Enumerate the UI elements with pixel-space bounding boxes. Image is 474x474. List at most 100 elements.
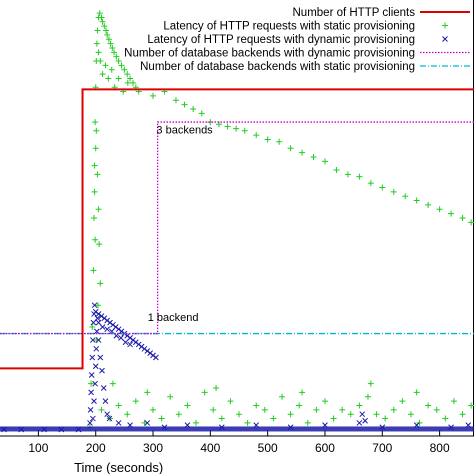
dynamic-latency-point xyxy=(88,389,94,396)
static-latency-point xyxy=(89,324,96,330)
static-latency-point xyxy=(450,398,457,405)
dynamic-latency-baseline-band xyxy=(0,426,474,432)
static-latency-point xyxy=(158,415,165,422)
dynamic-latency-point xyxy=(95,337,102,343)
static-latency-point xyxy=(175,411,182,418)
dynamic-latency-point xyxy=(115,420,122,426)
static-latency-point xyxy=(379,184,386,191)
static-latency-point xyxy=(95,302,102,309)
static-latency-point xyxy=(141,419,148,426)
static-latency-point xyxy=(109,44,116,51)
static-latency-point xyxy=(402,193,409,200)
dynamic-latency-point xyxy=(144,420,151,426)
static-latency-point xyxy=(253,402,260,409)
static-latency-point xyxy=(99,71,106,78)
static-latency-point xyxy=(167,393,174,400)
dynamic-latency-point xyxy=(92,380,98,387)
dynamic-latency-point xyxy=(99,367,105,374)
dynamic-latency-point xyxy=(93,345,100,352)
static-latency-point xyxy=(115,402,122,409)
static-latency-point xyxy=(468,402,474,409)
x-tick-label: 400 xyxy=(200,441,220,455)
static-latency-point xyxy=(201,389,208,396)
static-latency-point xyxy=(448,210,455,217)
dynamic-latency-point xyxy=(122,339,129,346)
static-latency-point xyxy=(92,145,99,152)
dynamic-latency-point xyxy=(90,319,97,326)
static-latency-point xyxy=(96,10,103,17)
static-latency-point xyxy=(236,411,243,418)
static-latency-point xyxy=(413,389,420,396)
static-latency-point xyxy=(413,197,420,204)
dynamic-latency-point xyxy=(89,337,96,343)
dynamic-latency-point xyxy=(89,415,96,422)
static-latency-point xyxy=(124,411,131,418)
x-tick-label: 600 xyxy=(315,441,335,455)
series-layer: 3 backends 1 backend xyxy=(0,10,474,433)
static-latency-point xyxy=(459,215,466,221)
dynamic-latency-point xyxy=(91,398,97,404)
dynamic-latency-point xyxy=(106,415,113,422)
static-latency-point xyxy=(270,415,277,422)
legend-entry-label: Number of HTTP clients xyxy=(293,7,416,19)
dynamic-latency-point xyxy=(104,411,111,418)
static-latency-point xyxy=(390,188,397,195)
static-latency-point xyxy=(193,419,200,426)
dynamic-latency-point xyxy=(94,328,100,335)
dynamic-latency-point xyxy=(89,354,96,361)
static-latency-point xyxy=(321,158,328,165)
static-latency-point xyxy=(150,92,157,99)
static-latency-point xyxy=(296,402,303,409)
static-latency-point xyxy=(339,406,346,413)
dynamic-latency-point xyxy=(87,406,94,413)
static-latency-point xyxy=(287,145,294,152)
dynamic-latency-point xyxy=(356,420,363,426)
static-latency-point xyxy=(115,75,122,82)
static-latency-point xyxy=(93,127,100,134)
x-tick-label: 500 xyxy=(258,441,278,455)
static-latency-point xyxy=(132,398,139,405)
static-latency-point xyxy=(287,411,294,418)
static-latency-point xyxy=(442,415,449,422)
dynamic-latency-point xyxy=(97,354,104,361)
static-latency-point xyxy=(407,411,414,418)
static-latency-point xyxy=(96,241,103,248)
static-latency-point xyxy=(94,171,101,178)
static-latency-point xyxy=(218,415,225,422)
static-latency-point xyxy=(382,415,389,422)
static-latency-point xyxy=(124,71,131,78)
static-latency-point xyxy=(172,97,179,104)
static-latency-point xyxy=(91,188,98,195)
static-latency-point xyxy=(425,402,432,409)
dynamic-latency-point xyxy=(102,398,109,404)
static-latency-point xyxy=(367,380,374,387)
x-tick-label: 300 xyxy=(143,441,163,455)
dynamic-latency-point xyxy=(359,411,366,418)
dynamic-latency-point xyxy=(118,335,124,341)
static-latency-point xyxy=(181,101,188,108)
dynamic-latency-point xyxy=(99,324,106,330)
static-latency-point xyxy=(367,180,374,187)
annotation-label: 1 backend xyxy=(148,312,199,324)
static-latency-point xyxy=(253,132,260,139)
static-latency-point xyxy=(92,119,99,126)
static-latency-point xyxy=(95,206,102,213)
static-latency-point xyxy=(333,167,340,174)
static-latency-point xyxy=(210,406,217,413)
static-latency-point xyxy=(129,79,136,86)
x-tick-label: 700 xyxy=(372,441,392,455)
static-latency-point xyxy=(264,136,271,143)
static-latency-point xyxy=(107,40,114,47)
static-latency-point xyxy=(98,406,105,413)
clients-line xyxy=(0,88,474,370)
static-latency-point xyxy=(227,398,234,405)
static-latency-point xyxy=(105,36,112,43)
static-latency-point xyxy=(261,406,268,413)
static-latency-point xyxy=(118,62,125,69)
static-latency-point xyxy=(304,419,311,426)
static-latency-point xyxy=(92,236,99,243)
static-latency-point xyxy=(93,40,100,47)
static-latency-point xyxy=(321,398,328,405)
static-latency-point xyxy=(109,380,116,387)
static-latency-point xyxy=(111,49,118,56)
